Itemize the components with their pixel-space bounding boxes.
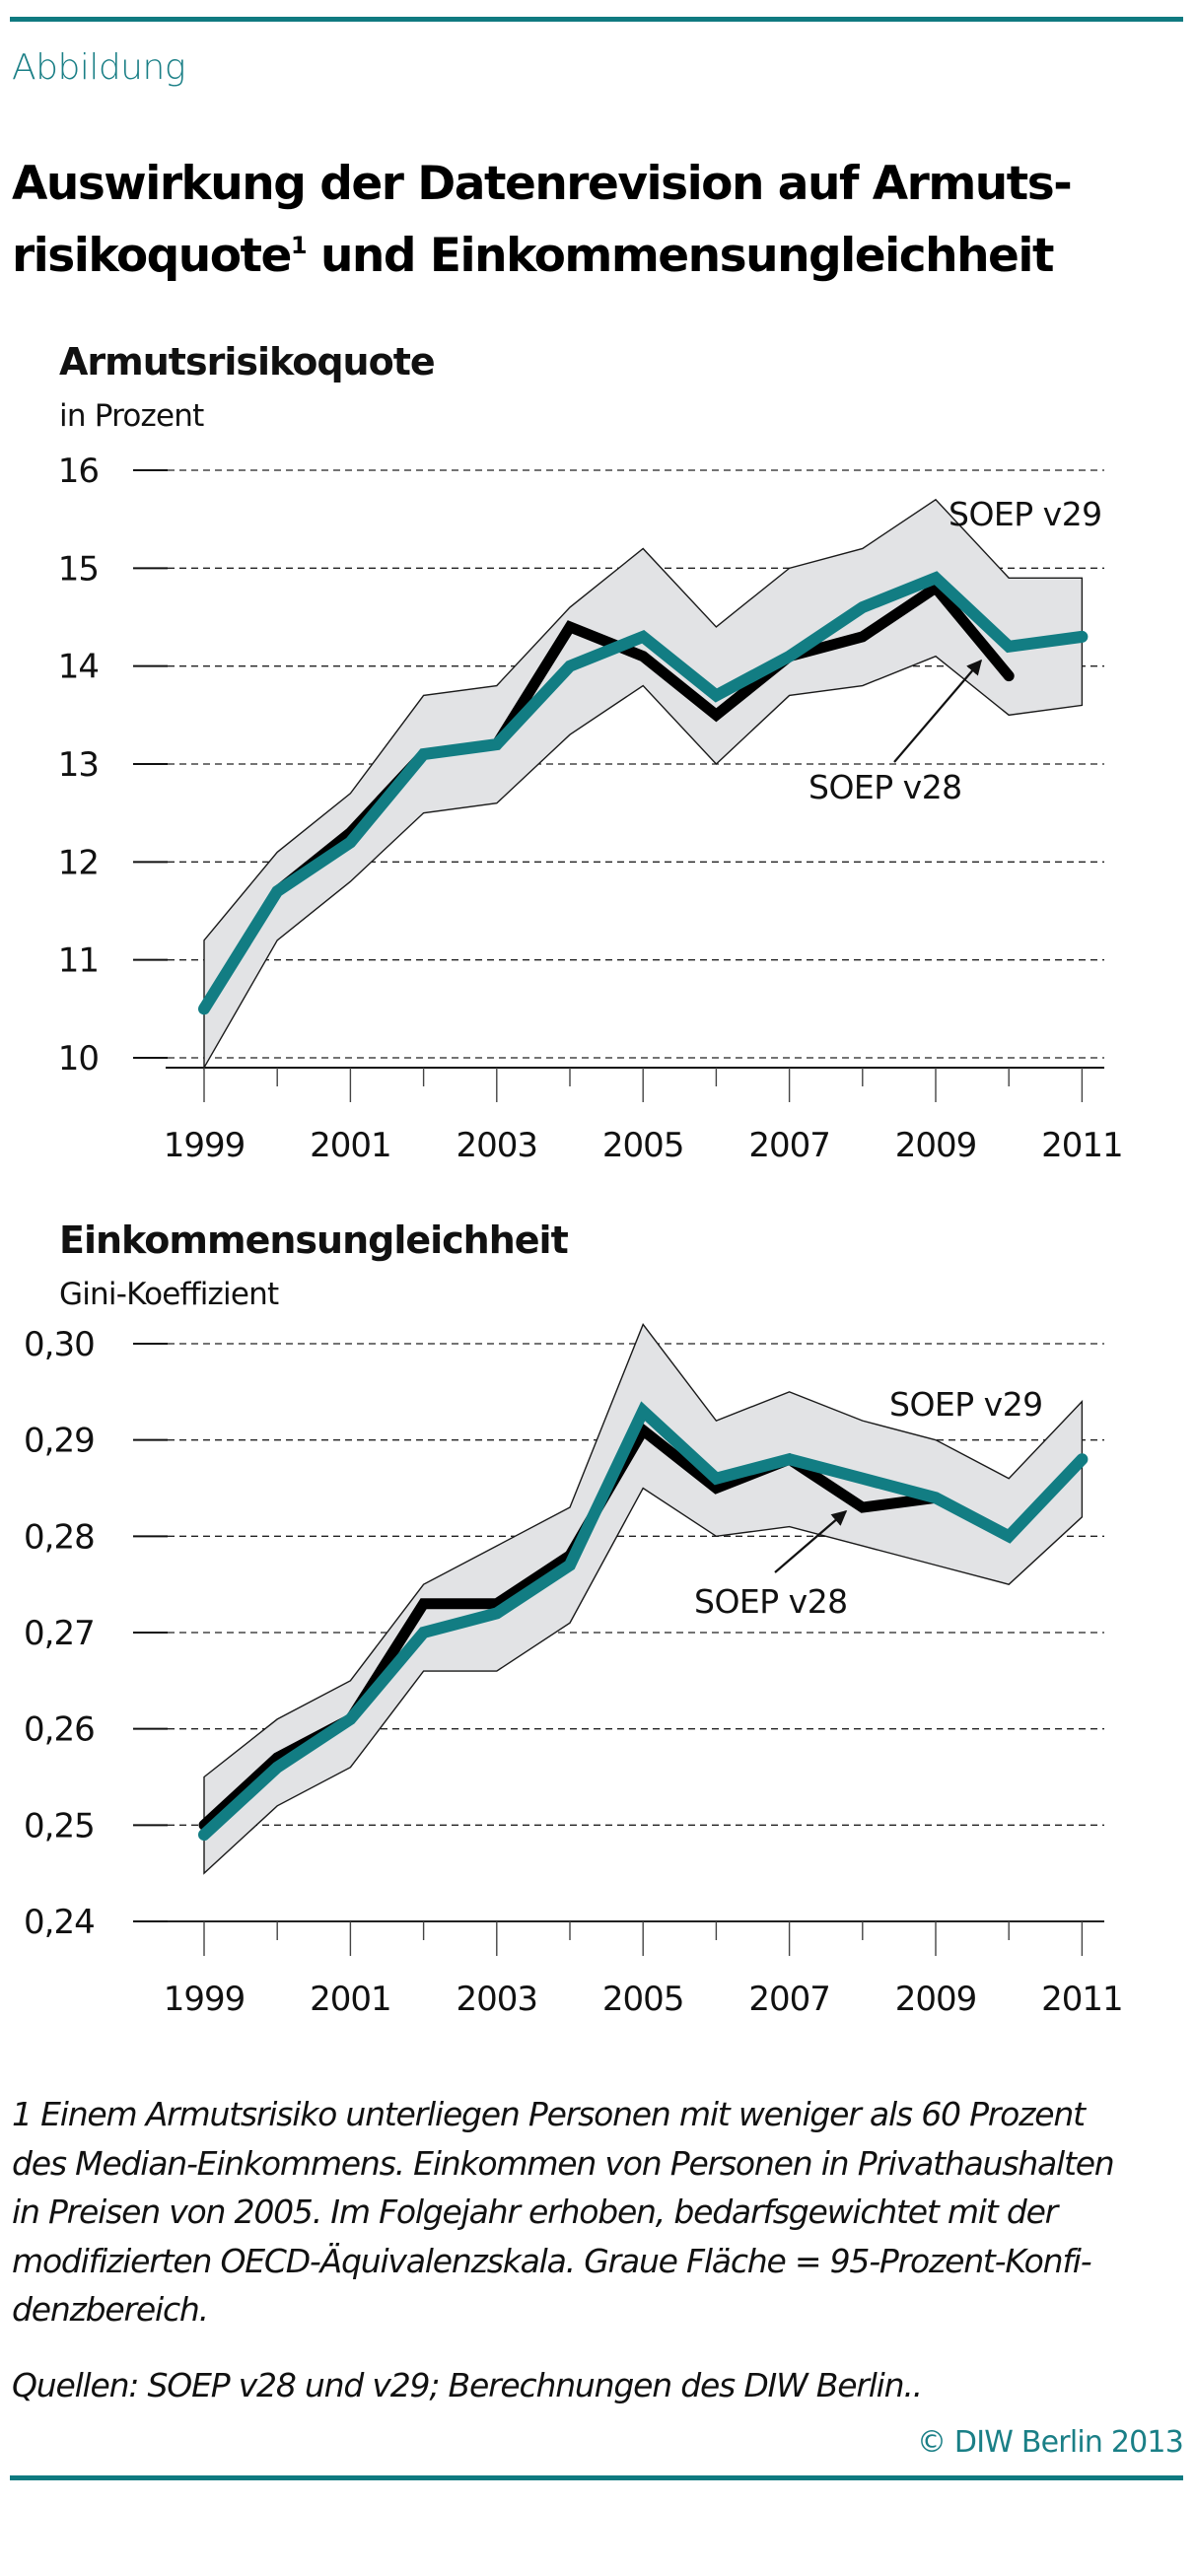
y-tick-label: 13	[58, 745, 99, 785]
figure-title: Auswirkung der Datenrevision auf Armuts-…	[12, 148, 1175, 292]
y-tick-label: 12	[58, 843, 99, 882]
top-accent-rule	[10, 17, 1183, 22]
title-line-2b: und Einkommensungleichheit	[306, 229, 1055, 283]
series-line-soep-v28	[198, 580, 1015, 1014]
chart2-title: Einkommensungleichheit	[59, 1218, 569, 1262]
copyright: © DIW Berlin 2013	[916, 2425, 1184, 2460]
x-tick-label: 2001	[310, 1126, 391, 1165]
source-note: Quellen: SOEP v28 und v29; Berechnungen …	[12, 2366, 923, 2404]
y-tick-label: 16	[58, 452, 99, 491]
chart2-gini: 0,24 0,25 0,26 0,27 0,28 0,29 0,30 1999 2001 2003…	[24, 1323, 1124, 2019]
footnote-line: des Median-Einkommens. Einkommen von Per…	[12, 2143, 1115, 2183]
annotation-soep-v28: SOEP v28	[808, 768, 962, 806]
series-line-soep-v29	[198, 1401, 1089, 1842]
footnote-line: 1 Einem Armutsrisiko unterliegen Persone…	[12, 2095, 1086, 2133]
y-tick-label: 0,29	[24, 1422, 95, 1461]
y-tick-label: 15	[58, 549, 99, 589]
title-line-1: Auswirkung der Datenrevision auf Armuts-	[12, 157, 1073, 211]
annotation-arrow	[893, 659, 983, 763]
footnote-line: in Preisen von 2005. Im Folgejahr erhobe…	[12, 2193, 1058, 2231]
chart2-ylabel: Gini-Koeffizient	[59, 1277, 279, 1312]
x-tick-label: 1999	[164, 1126, 246, 1165]
x-tick-label: 2009	[895, 1980, 977, 2019]
confidence-band	[203, 1323, 1084, 1875]
x-tick-label: 2007	[748, 1126, 830, 1165]
y-tick-label: 11	[58, 941, 99, 981]
x-tick-label: 2005	[602, 1126, 684, 1165]
footnote: 1 Einem Armutsrisiko unterliegen Persone…	[12, 2090, 1185, 2334]
y-tick-label: 0,24	[24, 1903, 95, 1942]
x-tick-label: 2005	[602, 1980, 684, 2019]
y-tick-label: 0,30	[24, 1325, 95, 1364]
x-tick-label: 2003	[457, 1980, 538, 2019]
footnote-line: denzbereich.	[12, 2290, 209, 2329]
x-tick-label: 2011	[1041, 1126, 1123, 1165]
x-tick-label: 2011	[1041, 1980, 1123, 2019]
x-tick-label: 2003	[457, 1126, 538, 1165]
annotation-soep-v29: SOEP v29	[949, 495, 1102, 533]
bottom-accent-rule	[10, 2475, 1183, 2480]
figure-kicker: Abbildung	[12, 47, 185, 88]
series-line-soep-v29	[198, 571, 1089, 1015]
annotation-soep-v28: SOEP v28	[694, 1582, 848, 1621]
y-tick-label: 10	[58, 1039, 99, 1079]
chart1-poverty-rate: 10 11 12 13 14 15 16 1999 2001 2003 2005 2007 2009 20…	[58, 452, 1124, 1165]
chart1-ylabel: in Prozent	[59, 398, 204, 434]
y-tick-label: 0,27	[24, 1614, 95, 1653]
x-tick-label: 1999	[164, 1980, 246, 2019]
y-tick-label: 14	[58, 648, 99, 687]
x-tick-label: 2007	[748, 1980, 830, 2019]
title-line-2a: risikoquote	[12, 229, 292, 283]
x-tick-label: 2009	[895, 1126, 977, 1165]
y-tick-label: 0,25	[24, 1806, 95, 1845]
footnote-ref: 1	[290, 232, 308, 259]
y-tick-label: 0,26	[24, 1710, 95, 1750]
chart1-title: Armutsrisikoquote	[59, 340, 436, 383]
x-tick-label: 2001	[310, 1980, 391, 2019]
annotation-arrow	[774, 1509, 848, 1573]
annotation-soep-v29: SOEP v29	[889, 1385, 1043, 1424]
y-tick-label: 0,28	[24, 1517, 95, 1557]
footnote-line: modifizierten OECD-Äquivalenzskala. Grau…	[12, 2241, 1092, 2280]
